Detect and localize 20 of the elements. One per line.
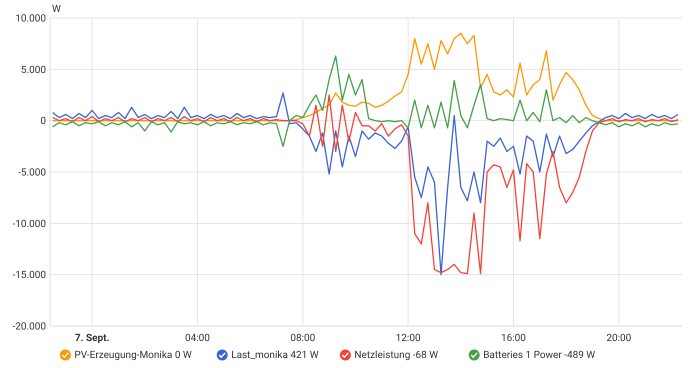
legend-label: PV-Erzeugung-Monika 0 W <box>74 350 192 361</box>
legend-label: Batteries 1 Power -489 W <box>483 350 596 361</box>
line-series <box>52 55 679 147</box>
x-tick-label: 12:00 <box>396 333 421 344</box>
x-tick-label: 08:00 <box>290 333 316 344</box>
x-tick-label: 04:00 <box>185 333 210 344</box>
x-tick-label: 20:00 <box>606 333 632 344</box>
y-tick-label: 5.000 <box>20 64 46 76</box>
y-tick-label: 0 <box>40 116 46 128</box>
y-axis-title: W <box>52 4 61 15</box>
x-tick-label: 7. Sept. <box>74 333 110 344</box>
legend-label: Last_monika 421 W <box>231 350 319 361</box>
x-tick-label: 16:00 <box>501 333 526 344</box>
y-tick-label: -15.000 <box>12 270 46 282</box>
y-tick-label: -5.000 <box>18 168 46 178</box>
y-tick-label: -20.000 <box>12 322 46 332</box>
y-tick-label: -10.000 <box>12 218 46 230</box>
line-series <box>52 32 679 122</box>
y-tick-label: 10.000 <box>15 14 46 24</box>
legend-label: Netzleistung -68 W <box>354 350 438 361</box>
